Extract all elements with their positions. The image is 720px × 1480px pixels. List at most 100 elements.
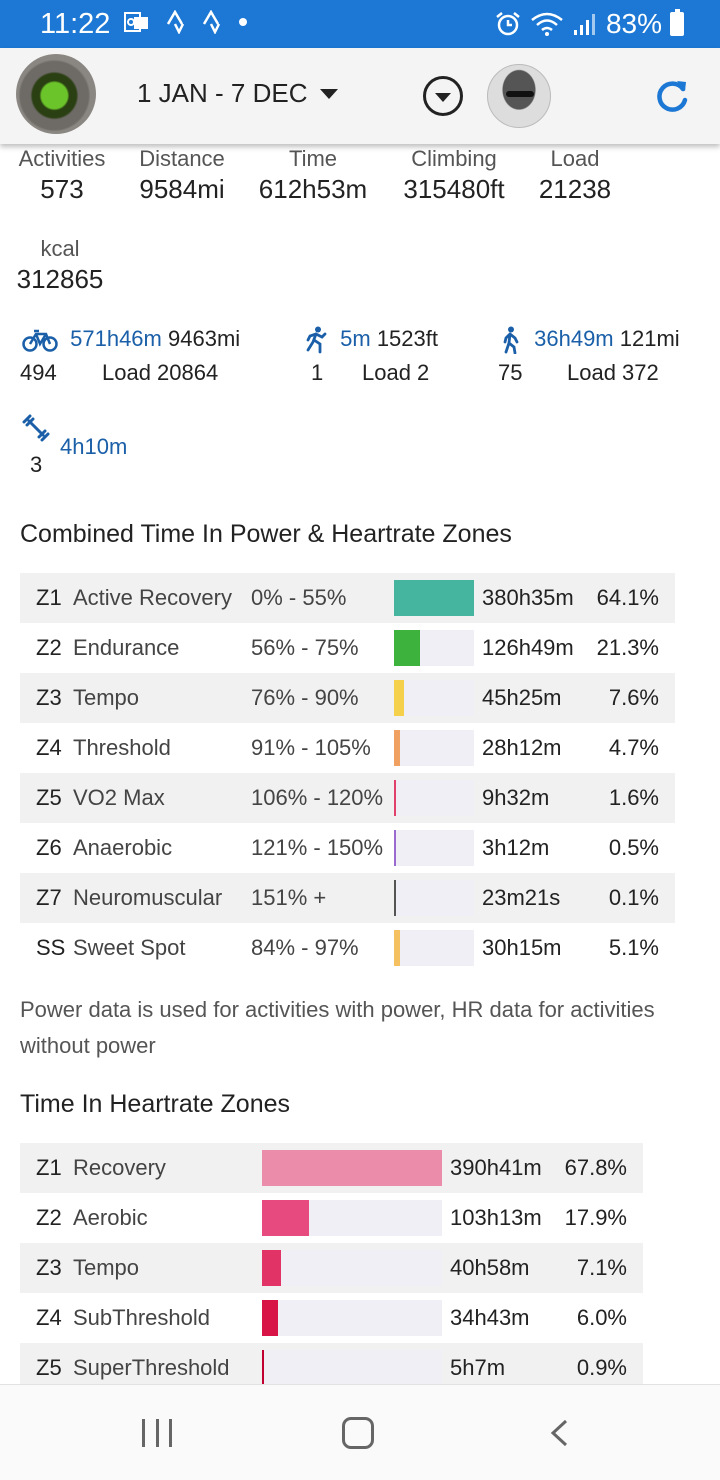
signal-icon (573, 14, 595, 35)
dumbbell-icon (22, 414, 50, 442)
hr-zones-title: Time In Heartrate Zones (20, 1090, 291, 1118)
zone-bar-track (262, 1150, 442, 1186)
stat-time: Time 612h53m (252, 146, 374, 205)
zone-code: Z3 (36, 685, 62, 710)
zone-time: 380h35m (482, 585, 574, 610)
bike-icon (22, 329, 58, 352)
zone-percent: 5.1% (608, 935, 659, 960)
stat-label: Time (288, 146, 338, 171)
zone-code: Z7 (36, 885, 62, 910)
date-range-selector[interactable]: 1 JAN - 7 DEC (137, 78, 338, 109)
stat-value: 312865 (16, 264, 104, 294)
zone-code: Z2 (36, 1205, 62, 1230)
filter-dropdown-button[interactable] (423, 76, 463, 116)
walk-distance: 121mi (619, 326, 680, 351)
battery-icon (670, 9, 684, 36)
zone-time: 30h15m (482, 935, 562, 960)
zone-code: Z4 (36, 735, 62, 760)
strava-icon (166, 10, 185, 34)
run-time: 5m (340, 326, 371, 351)
status-bar: 11:22 83% (0, 0, 720, 48)
zone-bar-track (394, 780, 474, 816)
zone-name: Anaerobic (73, 835, 173, 860)
zone-bar-track (262, 1250, 442, 1286)
walk-load: Load 372 (567, 360, 659, 385)
stat-distance: Distance 9584mi (132, 146, 232, 205)
zone-range: 121% - 150% (251, 835, 384, 860)
run-icon (306, 326, 327, 354)
strava-icon (202, 10, 221, 34)
zone-range: 151% + (251, 885, 327, 910)
zone-name: Endurance (73, 635, 180, 660)
stat-load: Load 21238 (530, 146, 620, 205)
zone-name: Threshold (73, 735, 171, 760)
zone-time: 126h49m (482, 635, 574, 660)
zone-percent: 0.1% (608, 885, 659, 910)
zone-bar-track (394, 680, 474, 716)
user-avatar[interactable] (487, 64, 551, 128)
zone-code: Z2 (36, 635, 62, 660)
zone-percent: 6.0% (576, 1305, 627, 1330)
zone-time: 103h13m (450, 1205, 542, 1230)
zone-range: 91% - 105% (251, 735, 371, 760)
zone-bar-track (394, 830, 474, 866)
date-range-label: 1 JAN - 7 DEC (137, 78, 308, 108)
zone-code: Z6 (36, 835, 62, 860)
athlete-avatar[interactable] (16, 54, 96, 134)
zone-row: Z1 Active Recovery 0% - 55% 380h35m 64.1% (20, 573, 675, 623)
stat-label: Load (550, 146, 600, 171)
sport-weights[interactable] (22, 414, 50, 442)
zone-bar (262, 1150, 442, 1186)
zone-name: Tempo (73, 685, 140, 710)
refresh-icon[interactable] (652, 76, 692, 116)
zone-percent: 17.9% (564, 1205, 627, 1230)
stat-value: 21238 (538, 174, 612, 204)
zone-time: 28h12m (482, 735, 562, 760)
zone-time: 45h25m (482, 685, 562, 710)
sport-walk[interactable]: 36h49m 121mi (500, 326, 680, 355)
zone-row: Z2 Aerobic 103h13m 17.9% (20, 1193, 643, 1243)
zone-range: 0% - 55% (251, 585, 347, 610)
weights-count: 3 (30, 452, 43, 477)
zone-range: 76% - 90% (251, 685, 359, 710)
zone-row: Z7 Neuromuscular 151% + 23m21s 0.1% (20, 873, 675, 923)
hr-zones-table: Z1 Recovery 390h41m 67.8% Z2 Aerobic 103h13m 17… (20, 1143, 643, 1393)
zone-code: Z5 (36, 785, 62, 810)
zone-bar-track (262, 1300, 442, 1336)
zone-bar (394, 930, 400, 966)
zone-name: Aerobic (73, 1205, 148, 1230)
zone-bar (394, 780, 396, 816)
sport-ride[interactable]: 571h46m 9463mi (22, 326, 240, 352)
walk-icon (503, 326, 519, 355)
sport-run[interactable]: 5m 1523ft (304, 326, 438, 354)
zone-bar-track (394, 930, 474, 966)
zone-name: Active Recovery (73, 585, 232, 610)
zone-code: Z1 (36, 585, 62, 610)
outlook-icon (124, 12, 148, 32)
zone-row: Z3 Tempo 40h58m 7.1% (20, 1243, 643, 1293)
zone-code: Z4 (36, 1305, 62, 1330)
run-distance: 1523ft (376, 326, 438, 351)
zone-time: 23m21s (482, 885, 561, 910)
weights-time-wrap: 4h10m (60, 434, 127, 460)
notification-icons (124, 10, 248, 34)
run-load: Load 2 (362, 360, 430, 385)
home-button[interactable] (342, 1417, 374, 1449)
caret-down-icon (319, 88, 338, 99)
zone-code: Z1 (36, 1155, 62, 1180)
zone-range: 56% - 75% (251, 635, 359, 660)
zone-bar (262, 1250, 281, 1286)
ride-time: 571h46m (70, 326, 162, 351)
zone-row: Z4 Threshold 91% - 105% 28h12m 4.7% (20, 723, 675, 773)
battery-percent: 83% (605, 8, 662, 39)
zone-percent: 7.1% (576, 1255, 627, 1280)
recent-apps-button[interactable] (142, 1419, 172, 1447)
zone-percent: 1.6% (608, 785, 659, 810)
back-button[interactable] (546, 1419, 572, 1447)
stat-label: kcal (40, 236, 80, 261)
zone-bar (394, 680, 404, 716)
zone-bar-track (262, 1200, 442, 1236)
zone-bar-track (394, 630, 474, 666)
stat-value: 573 (40, 174, 84, 204)
zone-row: Z4 SubThreshold 34h43m 6.0% (20, 1293, 643, 1343)
